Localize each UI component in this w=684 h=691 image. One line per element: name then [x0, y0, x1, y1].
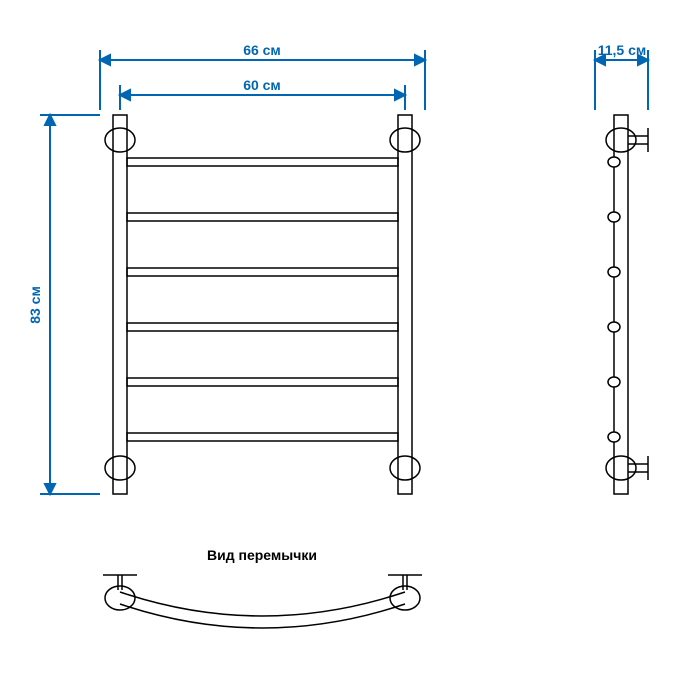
- crossbar-caption: Вид перемычки: [207, 547, 317, 563]
- bar: [127, 268, 398, 276]
- crossbar-arc: [120, 592, 405, 616]
- dim-width-outer-label: 66 см: [243, 42, 281, 58]
- front-view: 66 см 60 см 83 см: [27, 42, 425, 494]
- dim-depth-label: 11,5 см: [598, 42, 647, 58]
- dim-width-outer: 66 см: [100, 42, 425, 110]
- dim-depth: 11,5 см: [595, 42, 648, 110]
- crossbar-view: [103, 575, 422, 628]
- dim-height: 83 см: [27, 115, 100, 494]
- dim-width-inner: 60 см: [120, 77, 405, 110]
- bar: [127, 433, 398, 441]
- left-post: [113, 115, 127, 494]
- bar: [127, 158, 398, 166]
- side-joint: [606, 128, 636, 152]
- side-joint: [606, 456, 636, 480]
- bars: [127, 158, 398, 441]
- dim-width-inner-label: 60 см: [243, 77, 281, 93]
- technical-drawing: 66 см 60 см 83 см: [0, 0, 684, 691]
- bar: [127, 323, 398, 331]
- dim-height-label: 83 см: [27, 286, 43, 324]
- bar: [127, 213, 398, 221]
- joint-ring: [390, 128, 420, 152]
- joint-ring: [105, 456, 135, 480]
- side-view: 11,5 см: [595, 42, 648, 494]
- joint-ring: [390, 456, 420, 480]
- right-post: [398, 115, 412, 494]
- joint-ring: [105, 128, 135, 152]
- bar: [127, 378, 398, 386]
